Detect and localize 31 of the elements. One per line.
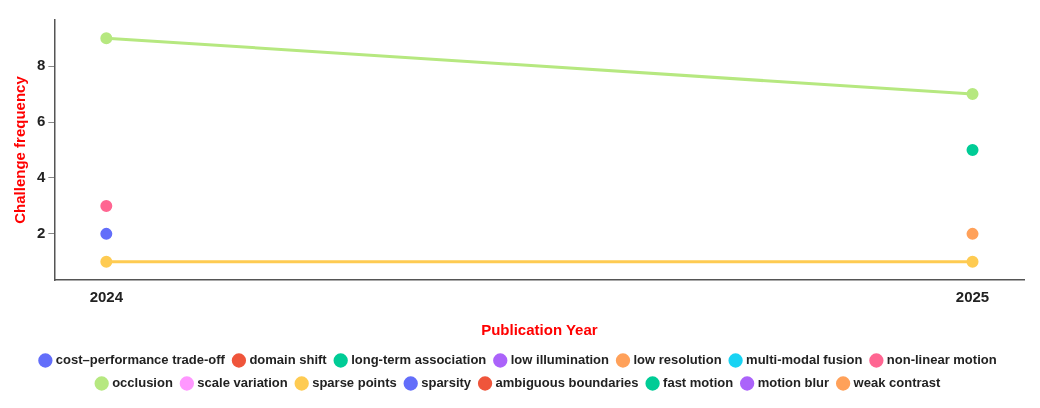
x-tick-label: 2025 [955, 288, 990, 306]
legend-label: sparse points [312, 375, 397, 391]
legend-label: domain shift [249, 352, 328, 368]
legend-label: sparsity [421, 375, 472, 391]
legend-label: non-linear motion [886, 352, 997, 368]
legend-label: multi-modal fusion [746, 352, 863, 368]
point [966, 144, 979, 156]
legend-label: fast motion [663, 375, 734, 391]
legend-label: motion blur [757, 375, 830, 391]
y-axis-title: Challenge frequency [11, 75, 29, 224]
point [966, 255, 979, 268]
x-tick-label: 2024 [89, 288, 124, 306]
legend-label: low illumination [510, 352, 610, 368]
point [100, 227, 113, 240]
legend-label: long-term association [351, 352, 487, 368]
y-tick-label: 2 [37, 224, 46, 242]
x-axis-title: Publication Year [481, 321, 598, 339]
legend-label: scale variation [197, 375, 288, 391]
point [100, 199, 113, 212]
point [100, 255, 113, 268]
legend-label: weak contrast [852, 375, 941, 391]
y-tick-label: 6 [37, 112, 46, 130]
legend-label: occlusion [112, 375, 173, 391]
point [100, 32, 113, 45]
legend-label: low resolution [633, 352, 722, 368]
legend-label: ambiguous boundaries [495, 375, 639, 391]
point [966, 227, 979, 240]
y-tick-label: 8 [37, 56, 46, 74]
point [966, 88, 979, 101]
legend-label: cost–performance trade-off [55, 352, 226, 368]
y-tick-label: 4 [37, 168, 46, 186]
